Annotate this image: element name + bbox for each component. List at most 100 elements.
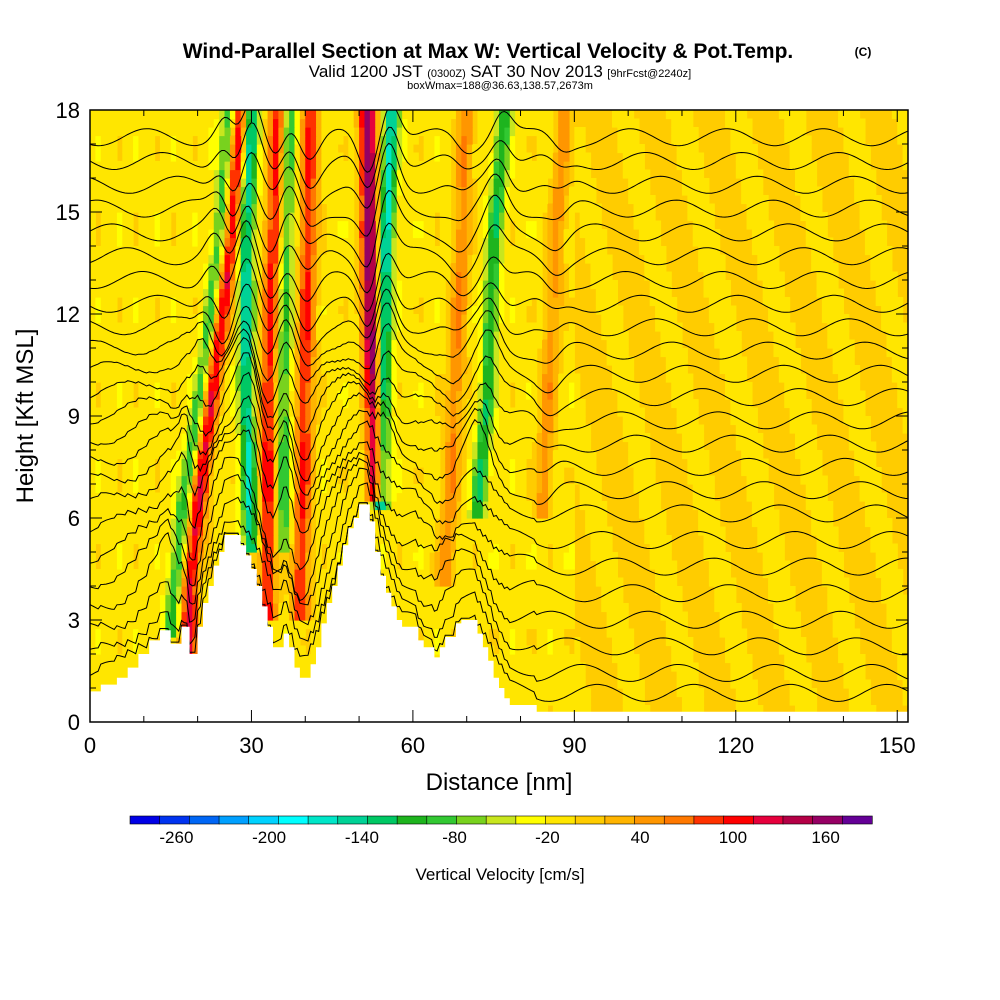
velocity-cell	[515, 543, 522, 553]
velocity-cell	[439, 577, 446, 587]
velocity-cell	[203, 441, 209, 451]
velocity-cell	[816, 450, 823, 460]
velocity-cell	[671, 645, 678, 655]
velocity-cell	[520, 688, 527, 698]
velocity-cell	[106, 475, 113, 485]
velocity-cell	[617, 679, 624, 689]
velocity-cell	[859, 390, 866, 400]
velocity-cell	[133, 611, 140, 621]
velocity-cell	[176, 339, 183, 349]
velocity-cell	[671, 620, 678, 630]
velocity-cell	[122, 356, 129, 366]
velocity-cell	[450, 331, 457, 341]
velocity-cell	[181, 390, 188, 400]
velocity-cell	[681, 645, 688, 655]
velocity-cell	[504, 458, 511, 468]
velocity-cell	[294, 594, 301, 604]
velocity-cell	[396, 331, 403, 341]
velocity-cell	[515, 611, 522, 621]
velocity-cell	[568, 399, 575, 409]
velocity-cell	[305, 594, 312, 604]
velocity-cell	[353, 458, 360, 468]
velocity-cell	[547, 399, 554, 409]
velocity-cell	[778, 611, 785, 621]
velocity-cell	[719, 339, 726, 349]
velocity-cell	[450, 356, 457, 366]
velocity-cell	[542, 348, 549, 358]
velocity-cell	[364, 382, 371, 392]
velocity-cell	[612, 382, 618, 392]
velocity-cell	[326, 407, 333, 417]
velocity-cell	[127, 611, 134, 621]
velocity-cell	[127, 518, 134, 528]
velocity-cell	[122, 603, 129, 613]
velocity-cell	[773, 552, 780, 562]
velocity-cell	[633, 458, 640, 468]
velocity-cell	[219, 501, 226, 511]
velocity-cell	[149, 501, 156, 511]
velocity-cell	[294, 373, 301, 383]
velocity-cell	[762, 543, 769, 553]
velocity-cell	[601, 509, 608, 519]
velocity-cell	[434, 467, 441, 477]
velocity-cell	[816, 475, 823, 485]
velocity-cell	[138, 577, 145, 587]
velocity-cell	[197, 390, 204, 400]
velocity-cell	[848, 390, 855, 400]
velocity-cell	[332, 331, 339, 341]
velocity-cell	[316, 620, 323, 630]
velocity-cell	[423, 450, 430, 460]
velocity-cell	[552, 552, 559, 562]
velocity-cell	[558, 569, 565, 579]
velocity-cell	[235, 433, 242, 443]
velocity-cell	[558, 560, 565, 570]
velocity-cell	[391, 365, 398, 375]
velocity-cell	[305, 543, 312, 553]
velocity-cell	[321, 424, 328, 434]
velocity-cell	[558, 628, 565, 638]
velocity-cell	[493, 433, 500, 443]
velocity-cell	[536, 535, 543, 545]
velocity-cell	[531, 577, 538, 587]
velocity-cell	[821, 526, 828, 536]
velocity-cell	[186, 441, 193, 451]
velocity-cell	[902, 662, 908, 672]
velocity-cell	[891, 339, 898, 349]
velocity-cell	[515, 535, 522, 545]
velocity-cell	[159, 535, 166, 545]
velocity-cell	[95, 365, 102, 375]
velocity-cell	[423, 348, 430, 358]
velocity-cell	[542, 577, 549, 587]
velocity-cell	[246, 441, 253, 451]
velocity-cell	[547, 339, 554, 349]
velocity-cell	[95, 577, 102, 587]
velocity-cell	[472, 390, 479, 400]
velocity-cell	[170, 475, 177, 485]
velocity-cell	[698, 467, 705, 477]
velocity-cell	[305, 373, 312, 383]
velocity-cell	[138, 484, 145, 494]
velocity-cell	[832, 331, 839, 341]
velocity-cell	[192, 348, 199, 358]
velocity-cell	[547, 594, 554, 604]
velocity-cell	[881, 518, 888, 528]
velocity-cell	[800, 458, 807, 468]
velocity-cell	[251, 331, 258, 341]
velocity-cell	[418, 450, 425, 460]
velocity-cell	[176, 611, 183, 621]
velocity-cell	[649, 552, 656, 562]
velocity-cell	[811, 696, 818, 706]
velocity-cell	[278, 441, 285, 451]
velocity-cell	[547, 433, 554, 443]
velocity-cell	[891, 603, 898, 613]
velocity-cell	[326, 577, 333, 587]
velocity-cell	[875, 501, 882, 511]
velocity-cell	[353, 407, 360, 417]
velocity-cell	[520, 603, 527, 613]
velocity-cell	[116, 518, 123, 528]
velocity-cell	[703, 543, 710, 553]
velocity-cell	[789, 382, 796, 392]
velocity-cell	[558, 475, 565, 485]
velocity-cell	[95, 569, 102, 579]
velocity-cell	[520, 484, 527, 494]
